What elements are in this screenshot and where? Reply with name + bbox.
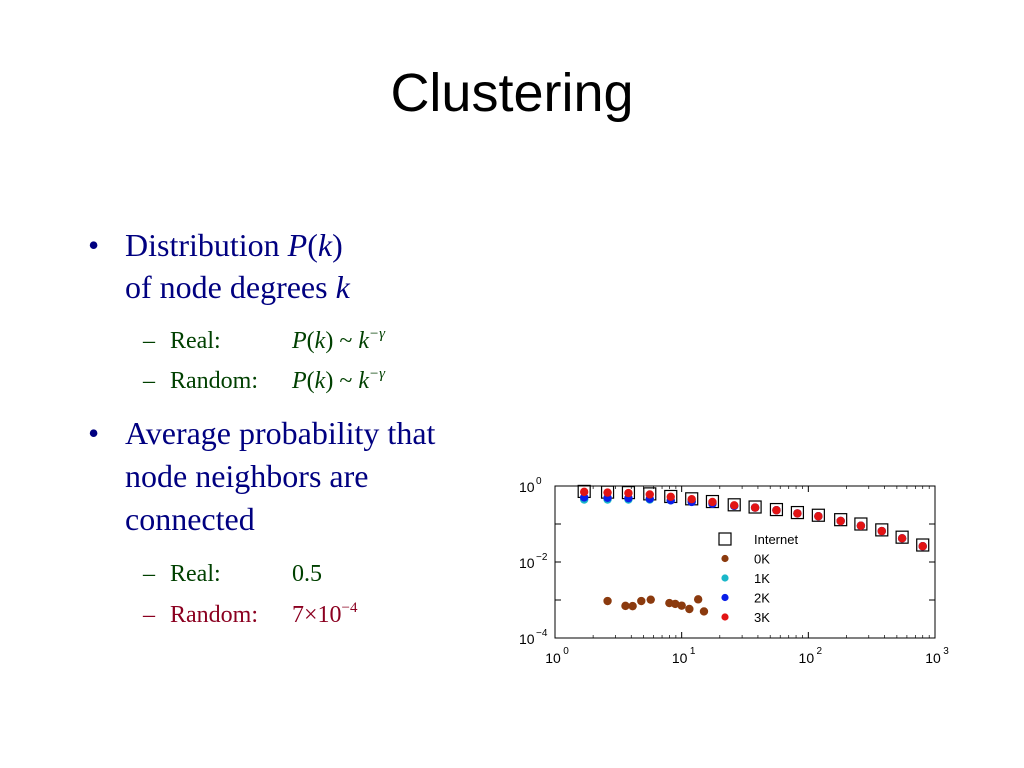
sub-bullet-marker: –	[143, 368, 155, 394]
point-0k	[685, 604, 694, 614]
chart-legend: Internet 0K 1K 2K 3K	[718, 532, 798, 625]
x-tick-label: 10	[799, 650, 815, 666]
point-3k	[856, 521, 866, 530]
point-0k	[637, 596, 646, 606]
point-3k	[603, 488, 612, 497]
point-0k	[699, 607, 709, 616]
sub-bullet-value: P(k) ~ k−γ	[292, 326, 386, 355]
bullet-degree-distribution: • Distribution P(k) of node degrees k	[0, 225, 600, 315]
legend-label: 2K	[754, 591, 770, 606]
point-3k	[772, 506, 781, 515]
point-3k	[836, 516, 845, 526]
point-3k	[579, 487, 589, 497]
point-3k	[687, 494, 696, 504]
plot-frame	[554, 485, 936, 639]
point-internet	[769, 502, 784, 517]
point-3k	[877, 526, 886, 536]
bullet-2-line-3: connected	[125, 501, 255, 537]
y-tick-label: 10	[519, 631, 535, 647]
sub-bullet-marker: –	[143, 561, 155, 587]
bullet-1-line-2: of node degrees k	[125, 269, 350, 305]
point-3k	[897, 534, 907, 543]
y-tick-exponent: 0	[536, 476, 542, 487]
point-0k	[628, 601, 637, 611]
legend-label: Internet	[754, 532, 798, 547]
sub-bullet-label: Real:	[170, 328, 221, 354]
bullet-clustering-probability: • Average probability that node neighbor…	[0, 413, 600, 543]
point-internet	[727, 498, 741, 512]
legend-label: 0K	[754, 552, 770, 567]
point-3k	[708, 497, 717, 507]
point-3k	[624, 488, 633, 498]
point-3k	[814, 512, 823, 521]
point-internet	[854, 517, 868, 531]
point-3k	[730, 501, 739, 510]
y-tick-exponent: −2	[536, 552, 548, 563]
y-tick-exponent: −4	[536, 628, 548, 639]
axis-ticks: 10 0 10 1 10 2 10 310 010 −210 −4	[519, 476, 949, 666]
point-internet	[895, 530, 909, 544]
point-0k	[693, 595, 703, 604]
legend-marker	[721, 613, 729, 621]
x-tick-label: 10	[545, 650, 561, 666]
sub-bullet-label: Random:	[170, 368, 258, 394]
point-0k	[671, 599, 680, 609]
x-tick-label: 10	[925, 650, 941, 666]
sub-bullet-value: P(k) ~ k−γ	[292, 366, 386, 395]
point-3k	[793, 509, 802, 518]
legend-marker	[721, 593, 729, 602]
legend-marker	[718, 532, 732, 546]
point-3k	[750, 503, 760, 512]
y-tick-label: 10	[519, 555, 535, 571]
bullet-marker: •	[88, 415, 100, 451]
x-tick-exponent: 2	[817, 646, 823, 657]
legend-marker	[721, 574, 729, 582]
x-tick-exponent: 3	[943, 646, 949, 657]
x-tick-exponent: 0	[563, 646, 569, 657]
sub-bullet-marker: –	[143, 602, 155, 628]
sub-bullet-label: Random:	[170, 602, 258, 628]
point-0k	[646, 595, 655, 604]
point-3k	[918, 542, 927, 551]
slide-title: Clustering	[390, 63, 634, 123]
point-internet	[790, 505, 805, 520]
point-internet	[748, 500, 762, 514]
point-3k	[666, 492, 675, 501]
bullet-2-line-1: Average probability that	[125, 415, 436, 451]
point-3k	[645, 490, 654, 499]
legend-marker	[721, 554, 729, 563]
legend-label: 3K	[754, 610, 770, 625]
x-tick-label: 10	[672, 650, 688, 666]
sub-bullet-value: 0.5	[292, 561, 322, 587]
bullet-marker: •	[88, 227, 100, 263]
sub-bullet-value: 7×10−4	[292, 600, 358, 629]
point-0k	[603, 596, 612, 606]
y-tick-label: 10	[519, 479, 535, 495]
x-tick-exponent: 1	[690, 646, 696, 657]
point-internet	[916, 538, 930, 552]
point-0k	[621, 601, 630, 611]
chart-marks	[577, 484, 930, 616]
point-internet	[811, 508, 825, 522]
point-internet	[875, 523, 889, 537]
sub-bullet-marker: –	[143, 328, 155, 354]
point-internet	[834, 513, 848, 527]
bullet-2-line-2: node neighbors are	[125, 458, 369, 494]
legend-label: 1K	[754, 571, 770, 586]
point-0k	[677, 601, 686, 610]
sub-bullet-label: Real:	[170, 561, 221, 587]
bullet-1-line-1: Distribution P(k)	[125, 227, 343, 263]
